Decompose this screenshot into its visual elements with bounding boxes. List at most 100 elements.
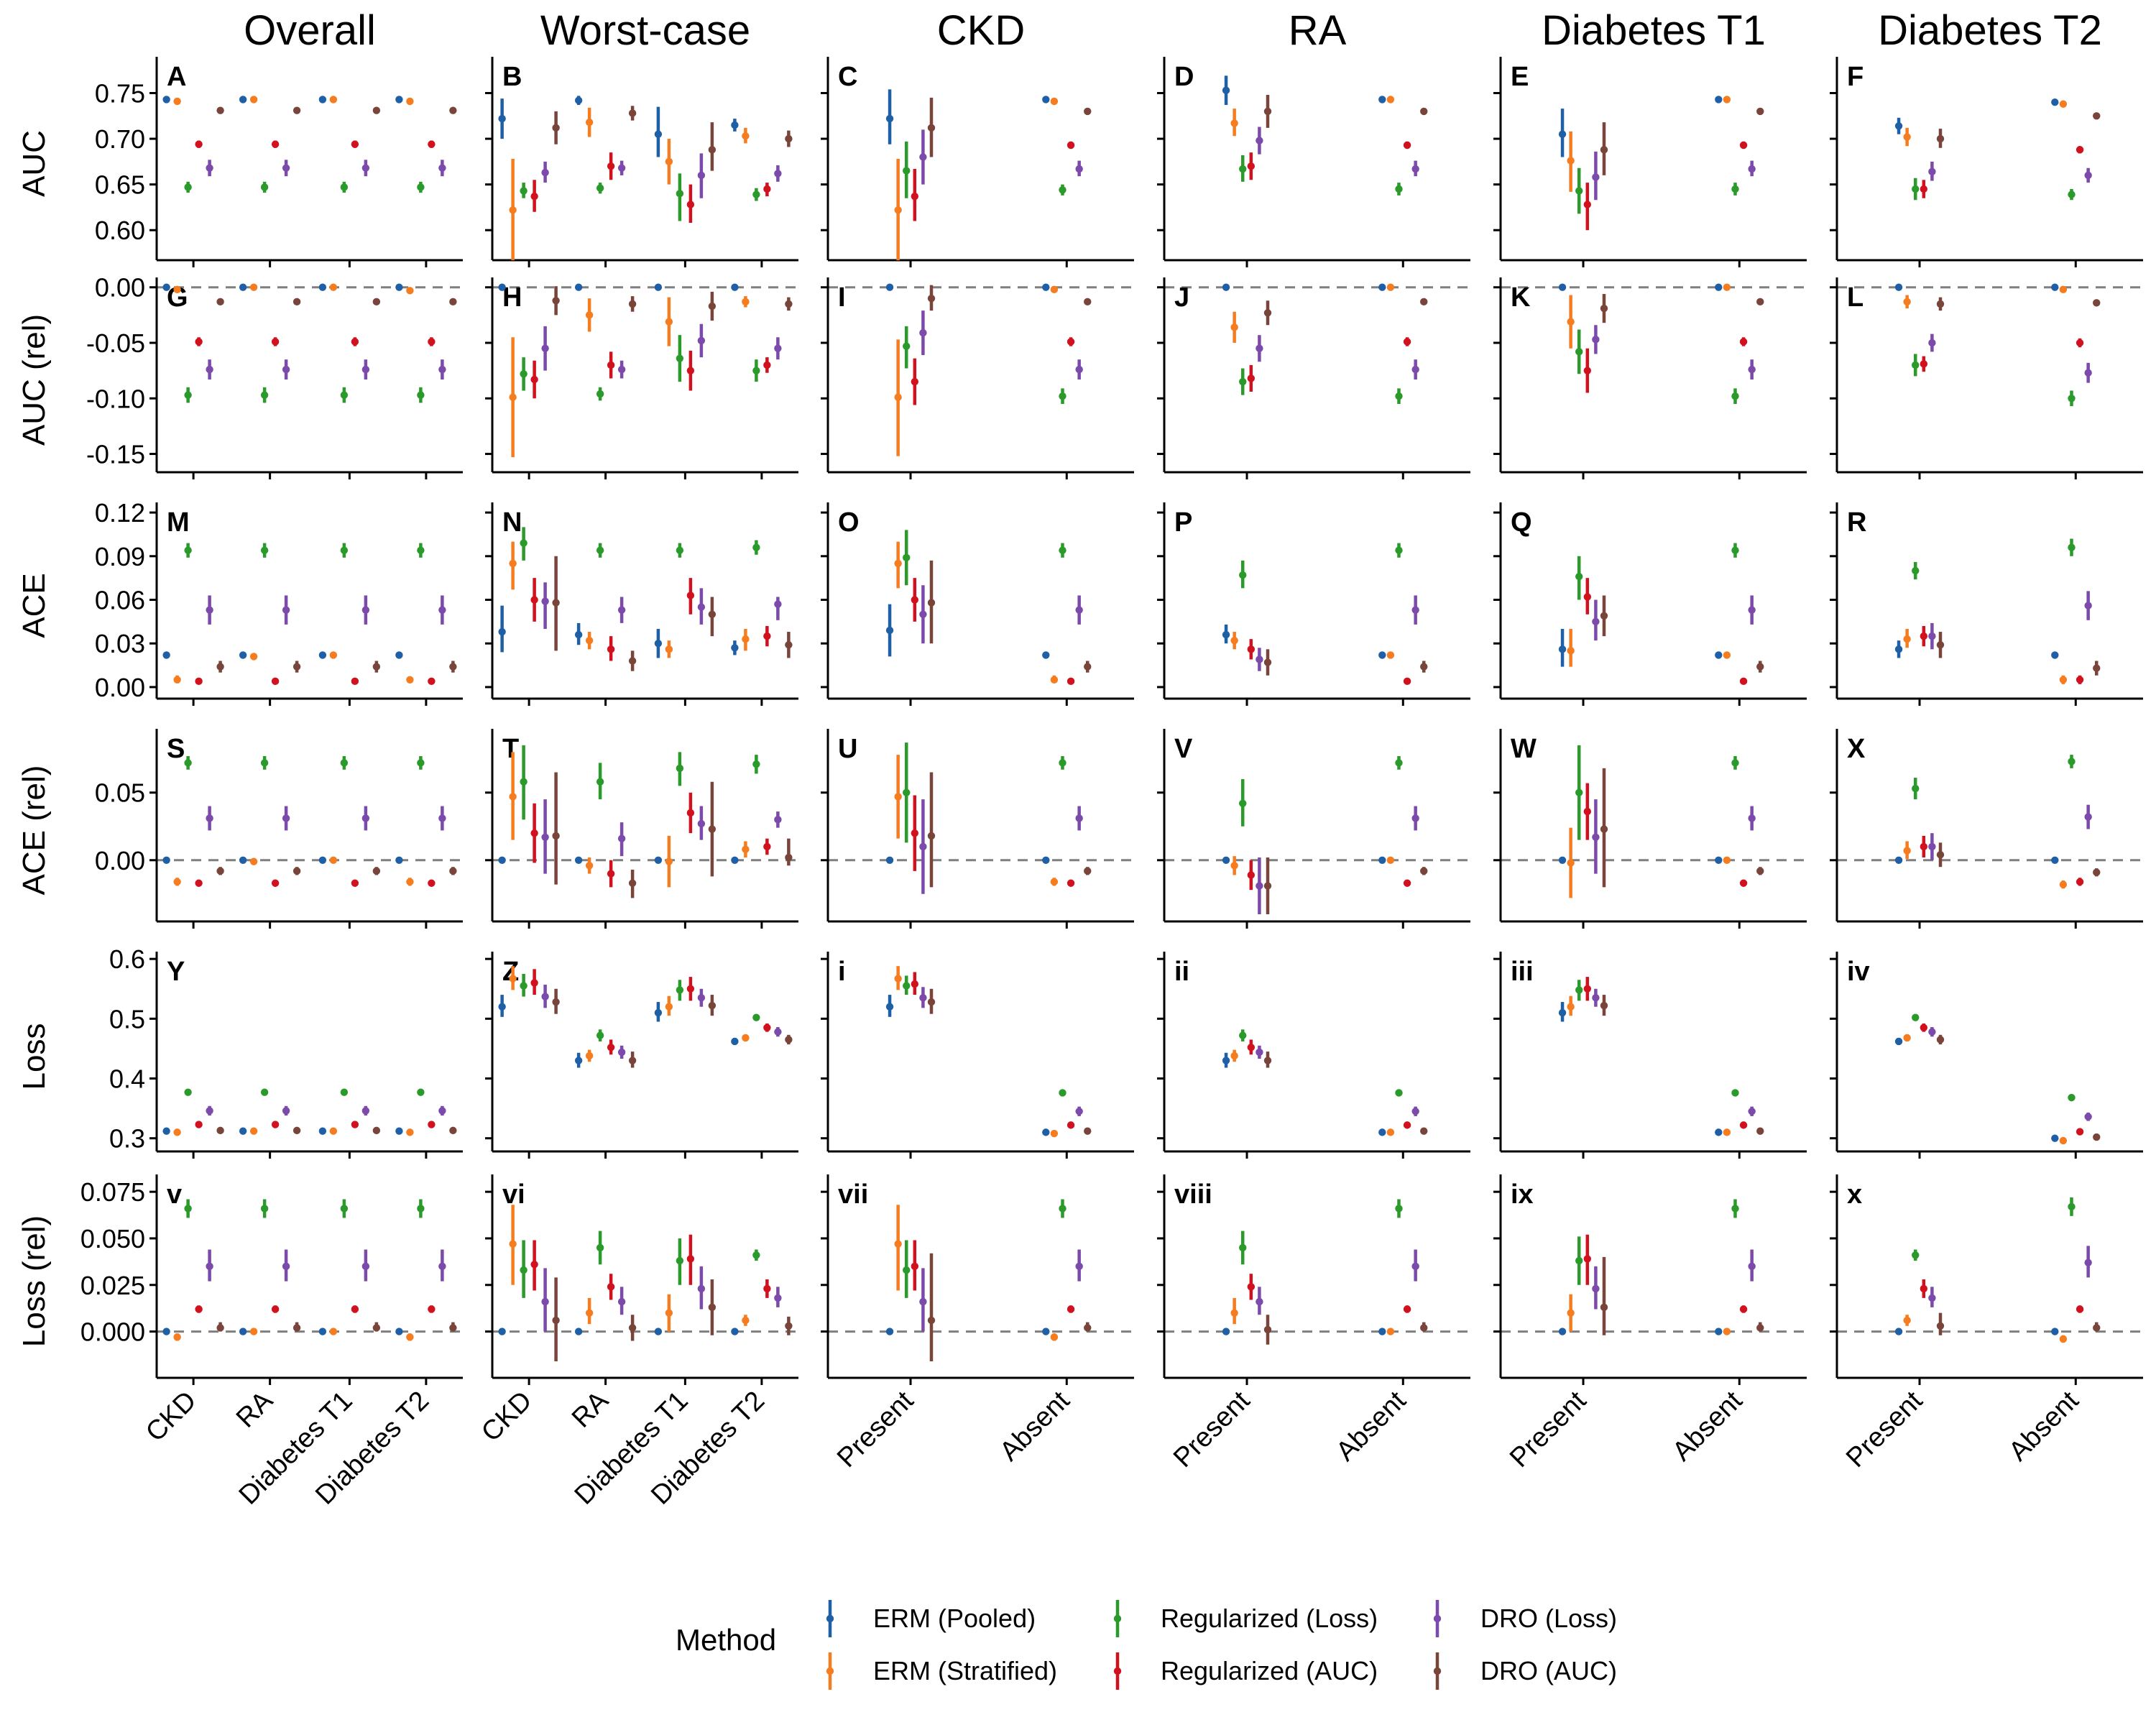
data-point bbox=[708, 610, 717, 618]
data-point bbox=[927, 1316, 936, 1325]
panel: P bbox=[1157, 502, 1470, 706]
panel: R bbox=[1830, 502, 2143, 706]
data-point bbox=[1715, 1328, 1723, 1335]
data-point bbox=[1042, 96, 1050, 104]
data-point bbox=[1256, 344, 1263, 352]
data-point bbox=[1386, 651, 1395, 659]
data-point bbox=[1067, 879, 1075, 887]
data-point bbox=[1050, 1129, 1059, 1138]
data-point bbox=[351, 677, 359, 686]
panel: W bbox=[1493, 729, 1807, 929]
data-point bbox=[340, 183, 349, 191]
legend-label: DRO (AUC) bbox=[1480, 1656, 1617, 1685]
data-point bbox=[686, 1255, 695, 1263]
data-point bbox=[1903, 635, 1911, 643]
panel: K bbox=[1493, 277, 1807, 479]
panel: T bbox=[485, 729, 798, 929]
data-point bbox=[1600, 612, 1608, 620]
data-point bbox=[271, 677, 280, 686]
data-point bbox=[1731, 1205, 1739, 1213]
row-ylabel: ACE bbox=[17, 573, 52, 638]
panel-label: E bbox=[1511, 62, 1529, 92]
data-point bbox=[1583, 593, 1592, 601]
data-point bbox=[919, 842, 927, 851]
x-tick-label: Absent bbox=[1330, 1385, 1412, 1467]
panel: 0.00 0.03 0.06 0.09 0.12 M bbox=[95, 498, 463, 706]
legend-label: Regularized (AUC) bbox=[1161, 1656, 1378, 1685]
data-point bbox=[1403, 338, 1411, 346]
data-point bbox=[574, 283, 583, 291]
column-title: Overall bbox=[244, 7, 376, 54]
data-point bbox=[654, 283, 663, 291]
data-point bbox=[173, 1128, 181, 1136]
data-point bbox=[596, 778, 604, 786]
panel: N bbox=[485, 502, 798, 706]
data-point bbox=[1263, 309, 1272, 317]
data-point bbox=[206, 606, 213, 614]
data-point bbox=[552, 1316, 560, 1325]
data-point bbox=[2051, 1328, 2059, 1335]
data-point bbox=[697, 336, 706, 345]
data-point bbox=[607, 162, 615, 170]
data-point bbox=[1920, 632, 1928, 640]
legend-swatch-dot bbox=[826, 1614, 834, 1623]
data-point bbox=[260, 1088, 269, 1096]
data-point bbox=[676, 354, 684, 362]
data-point bbox=[1084, 298, 1092, 306]
panel-label: V bbox=[1174, 734, 1193, 764]
data-point bbox=[1894, 856, 1903, 864]
data-point bbox=[1059, 546, 1067, 554]
data-point bbox=[697, 819, 706, 828]
data-point bbox=[1420, 663, 1428, 671]
data-point bbox=[1748, 606, 1756, 614]
data-point bbox=[216, 1324, 224, 1332]
data-point bbox=[1731, 185, 1739, 193]
data-point bbox=[509, 1240, 517, 1248]
data-point bbox=[195, 677, 203, 686]
data-point bbox=[406, 97, 414, 106]
data-point bbox=[574, 1328, 583, 1335]
data-point bbox=[260, 183, 269, 191]
data-point bbox=[686, 985, 695, 993]
data-point bbox=[184, 1205, 192, 1213]
data-point bbox=[351, 1305, 359, 1313]
data-point bbox=[372, 663, 381, 671]
data-point bbox=[361, 1262, 370, 1271]
data-point bbox=[2068, 1202, 2076, 1211]
data-point bbox=[340, 1205, 349, 1213]
data-point bbox=[541, 597, 549, 605]
data-point bbox=[282, 164, 290, 172]
data-point bbox=[1731, 392, 1739, 400]
data-point bbox=[498, 1328, 506, 1335]
data-point bbox=[216, 663, 224, 671]
data-point bbox=[654, 640, 663, 648]
panel-label: vii bbox=[838, 1179, 868, 1210]
data-point bbox=[361, 164, 370, 172]
data-point bbox=[428, 338, 436, 346]
data-point bbox=[1420, 1324, 1428, 1332]
data-point bbox=[530, 829, 538, 837]
data-point bbox=[1936, 134, 1945, 143]
panel: U bbox=[821, 729, 1134, 929]
panel-label: U bbox=[838, 734, 857, 764]
data-point bbox=[541, 1297, 549, 1306]
data-point bbox=[1395, 1205, 1403, 1213]
panel: iv bbox=[1830, 952, 2143, 1159]
data-point bbox=[552, 832, 560, 840]
data-point bbox=[1739, 141, 1748, 150]
data-point bbox=[1256, 882, 1263, 890]
data-point bbox=[596, 390, 604, 398]
data-point bbox=[173, 676, 181, 684]
data-point bbox=[552, 124, 560, 132]
y-tick-label: 0.65 bbox=[95, 170, 145, 200]
data-point bbox=[2051, 651, 2059, 659]
data-point bbox=[249, 1127, 258, 1135]
data-point bbox=[2059, 1136, 2068, 1145]
panel-label: S bbox=[167, 734, 185, 764]
data-point bbox=[763, 1024, 771, 1032]
data-point bbox=[774, 600, 782, 608]
data-point bbox=[1395, 759, 1403, 767]
data-point bbox=[239, 1127, 247, 1135]
panel: V bbox=[1157, 729, 1470, 929]
data-point bbox=[498, 627, 506, 636]
